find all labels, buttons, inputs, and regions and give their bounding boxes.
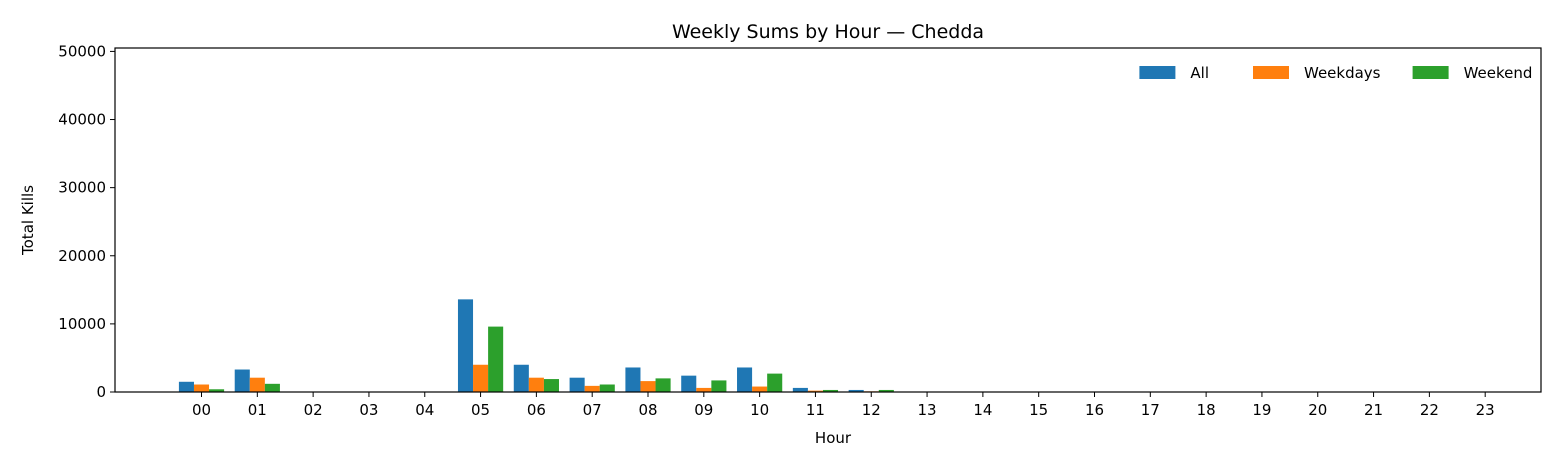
bar-weekdays-08 <box>640 381 656 392</box>
plot-frame <box>114 47 1542 393</box>
bar-weekend-11 <box>822 389 839 392</box>
legend: All Weekdays Weekend <box>1139 64 1532 82</box>
bar-all-01 <box>234 369 250 392</box>
y-axis: 0 10000 20000 30000 40000 50000 <box>58 42 115 401</box>
x-tick-label: 20 <box>1308 401 1327 419</box>
bar-weekdays-01 <box>249 377 265 392</box>
bar-all-12 <box>848 389 864 392</box>
legend-swatch-all <box>1139 66 1176 79</box>
y-tick-label: 20000 <box>58 247 106 265</box>
x-tick-label: 08 <box>638 401 657 419</box>
x-axis: 00 01 02 03 04 05 06 07 08 09 10 11 12 13 14 15 16 17 18 19… <box>192 392 1495 419</box>
bar-all-00 <box>178 381 194 392</box>
y-tick-label: 0 <box>96 383 106 401</box>
bar-all-08 <box>625 367 641 392</box>
x-tick-label: 19 <box>1252 401 1271 419</box>
bar-all-10 <box>737 367 753 392</box>
bar-weekend-00 <box>209 389 225 392</box>
bar-weekend-12 <box>878 389 894 392</box>
bar-weekend-06 <box>543 379 559 392</box>
y-tick-label: 30000 <box>58 179 106 197</box>
legend-label-weekdays: Weekdays <box>1304 64 1381 82</box>
bar-all-11 <box>792 387 808 392</box>
x-tick-label: 10 <box>750 401 769 419</box>
bar-weekend-01 <box>264 383 280 392</box>
x-tick-label: 05 <box>471 401 490 419</box>
x-tick-label: 22 <box>1420 401 1439 419</box>
x-tick-label: 09 <box>694 401 713 419</box>
y-axis-title: Total Kills <box>19 185 37 256</box>
legend-label-all: All <box>1190 64 1209 82</box>
bar-all-06 <box>513 364 529 392</box>
x-tick-label: 12 <box>862 401 881 419</box>
bar-weekdays-07 <box>584 385 600 392</box>
bar-weekdays-11 <box>807 390 823 392</box>
x-tick-label: 21 <box>1364 401 1383 419</box>
x-tick-label: 15 <box>1029 401 1048 419</box>
y-tick-label: 10000 <box>58 315 106 333</box>
chart-title: Weekly Sums by Hour — Chedda <box>672 21 984 43</box>
x-tick-label: 02 <box>304 401 323 419</box>
bar-weekend-10 <box>767 373 783 392</box>
x-tick-label: 17 <box>1141 401 1160 419</box>
x-tick-label: 06 <box>527 401 546 419</box>
x-tick-label: 18 <box>1197 401 1216 419</box>
x-tick-label: 11 <box>806 401 825 419</box>
x-tick-label: 01 <box>248 401 267 419</box>
legend-swatch-weekdays <box>1253 66 1289 79</box>
legend-swatch-weekend <box>1412 66 1449 79</box>
x-tick-label: 07 <box>583 401 602 419</box>
bar-weekdays-05 <box>473 364 489 392</box>
bar-all-07 <box>569 377 585 392</box>
bars <box>178 299 894 392</box>
bar-weekend-08 <box>655 378 671 392</box>
legend-label-weekend: Weekend <box>1464 64 1533 82</box>
bar-weekend-07 <box>599 384 615 392</box>
bar-weekend-05 <box>488 326 504 392</box>
bar-weekdays-00 <box>193 384 210 392</box>
x-tick-label: 04 <box>415 401 434 419</box>
bar-weekdays-09 <box>696 387 712 392</box>
bar-all-09 <box>681 375 697 392</box>
bar-all-05 <box>457 299 474 392</box>
x-tick-label: 03 <box>359 401 378 419</box>
x-tick-label: 23 <box>1476 401 1495 419</box>
bar-weekdays-10 <box>752 386 768 392</box>
x-axis-title: Hour <box>815 429 852 447</box>
x-tick-label: 00 <box>192 401 211 419</box>
y-tick-label: 50000 <box>58 42 106 60</box>
x-tick-label: 13 <box>918 401 937 419</box>
x-tick-label: 14 <box>973 401 992 419</box>
bar-weekend-09 <box>711 380 727 392</box>
y-tick-label: 40000 <box>58 111 106 129</box>
x-tick-label: 16 <box>1085 401 1104 419</box>
bar-weekdays-06 <box>528 377 544 392</box>
